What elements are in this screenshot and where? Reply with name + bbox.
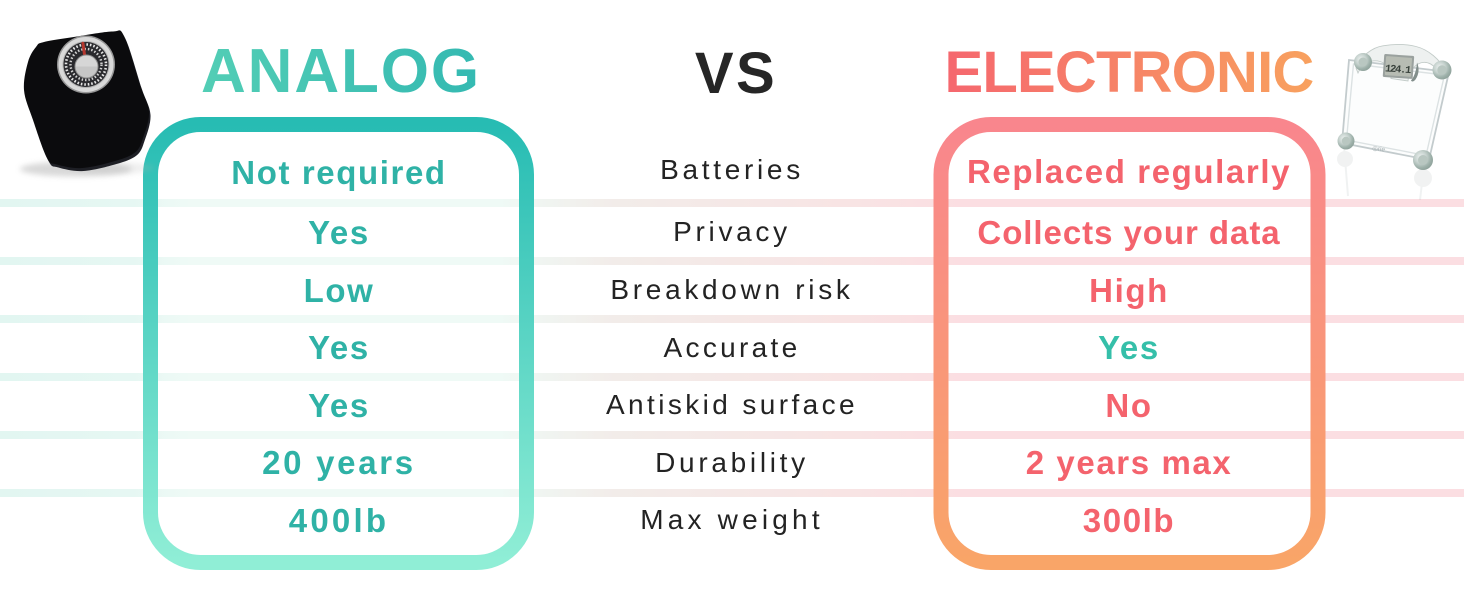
svg-text:◎rie: ◎rie — [1372, 145, 1386, 154]
svg-text:124.1: 124.1 — [1384, 63, 1411, 77]
